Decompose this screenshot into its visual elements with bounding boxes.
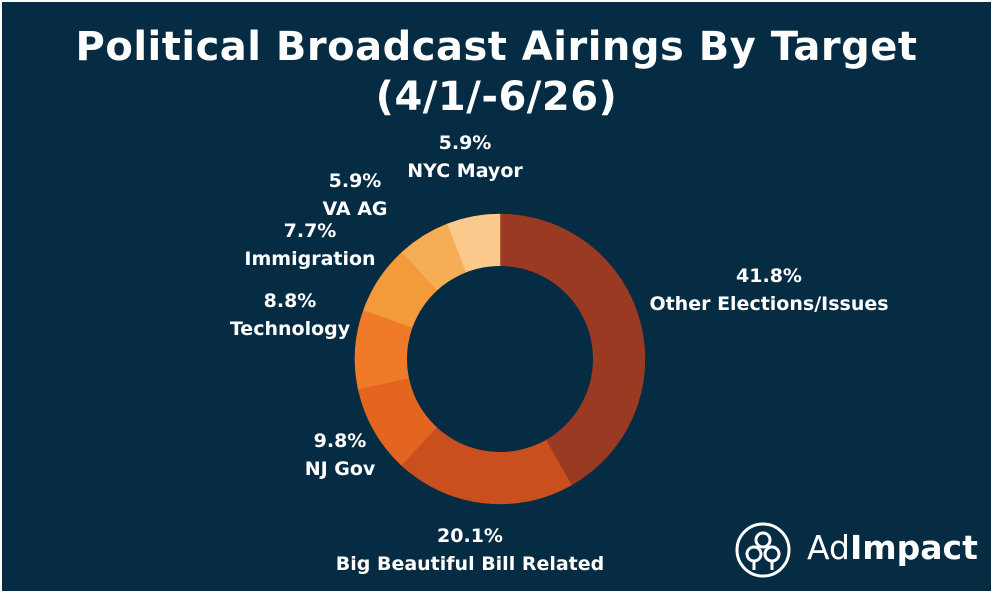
slice-percent-label: 41.8% — [736, 265, 802, 287]
donut-chart: 41.8% Other Elections/Issues 20.1% Big Beau… — [230, 132, 889, 575]
slice-percent-label: 5.9% — [329, 170, 382, 192]
slice-category-label: Immigration — [244, 248, 375, 270]
slice-label-group: 7.7% Immigration — [244, 220, 375, 270]
slice-category-label: Other Elections/Issues — [649, 293, 888, 315]
slice-percent-label: 8.8% — [264, 290, 317, 312]
slice-percent-label: 7.7% — [284, 220, 337, 242]
adimpact-wordmark: AdImpact — [807, 528, 978, 568]
donut-labels: 41.8% Other Elections/Issues 20.1% Big Beau… — [230, 132, 889, 575]
slice-category-label: VA AG — [322, 198, 387, 220]
donut-slices — [354, 213, 646, 505]
slice-category-label: Big Beautiful Bill Related — [336, 553, 605, 575]
slice-label-group: 5.9% NYC Mayor — [407, 132, 523, 182]
chart-title: Political Broadcast Airings By Target (4… — [2, 22, 991, 122]
chart-title-line-1: Political Broadcast Airings By Target — [75, 24, 918, 70]
slice-category-label: NJ Gov — [305, 458, 376, 480]
wordmark-impact: Impact — [849, 528, 978, 567]
slice-category-label: NYC Mayor — [407, 160, 523, 182]
chart-panel: Political Broadcast Airings By Target (4… — [2, 2, 991, 591]
slice-label-group: 5.9% VA AG — [322, 170, 387, 220]
slice-category-label: Technology — [230, 318, 351, 340]
slice-label-group: 8.8% Technology — [230, 290, 351, 340]
slice-percent-label: 5.9% — [439, 132, 492, 154]
donut-hole — [407, 266, 593, 452]
slice-label-group: 20.1% Big Beautiful Bill Related — [336, 525, 605, 575]
slice-label-group: 41.8% Other Elections/Issues — [649, 265, 888, 315]
adimpact-logo: AdImpact — [733, 520, 978, 580]
adimpact-logo-icon — [735, 522, 791, 578]
slice-label-group: 9.8% NJ Gov — [305, 430, 376, 480]
slice-percent-label: 9.8% — [314, 430, 367, 452]
slice-percent-label: 20.1% — [437, 525, 503, 547]
wordmark-ad: Ad — [807, 528, 850, 567]
chart-title-line-2: (4/1/-6/26) — [375, 74, 618, 120]
